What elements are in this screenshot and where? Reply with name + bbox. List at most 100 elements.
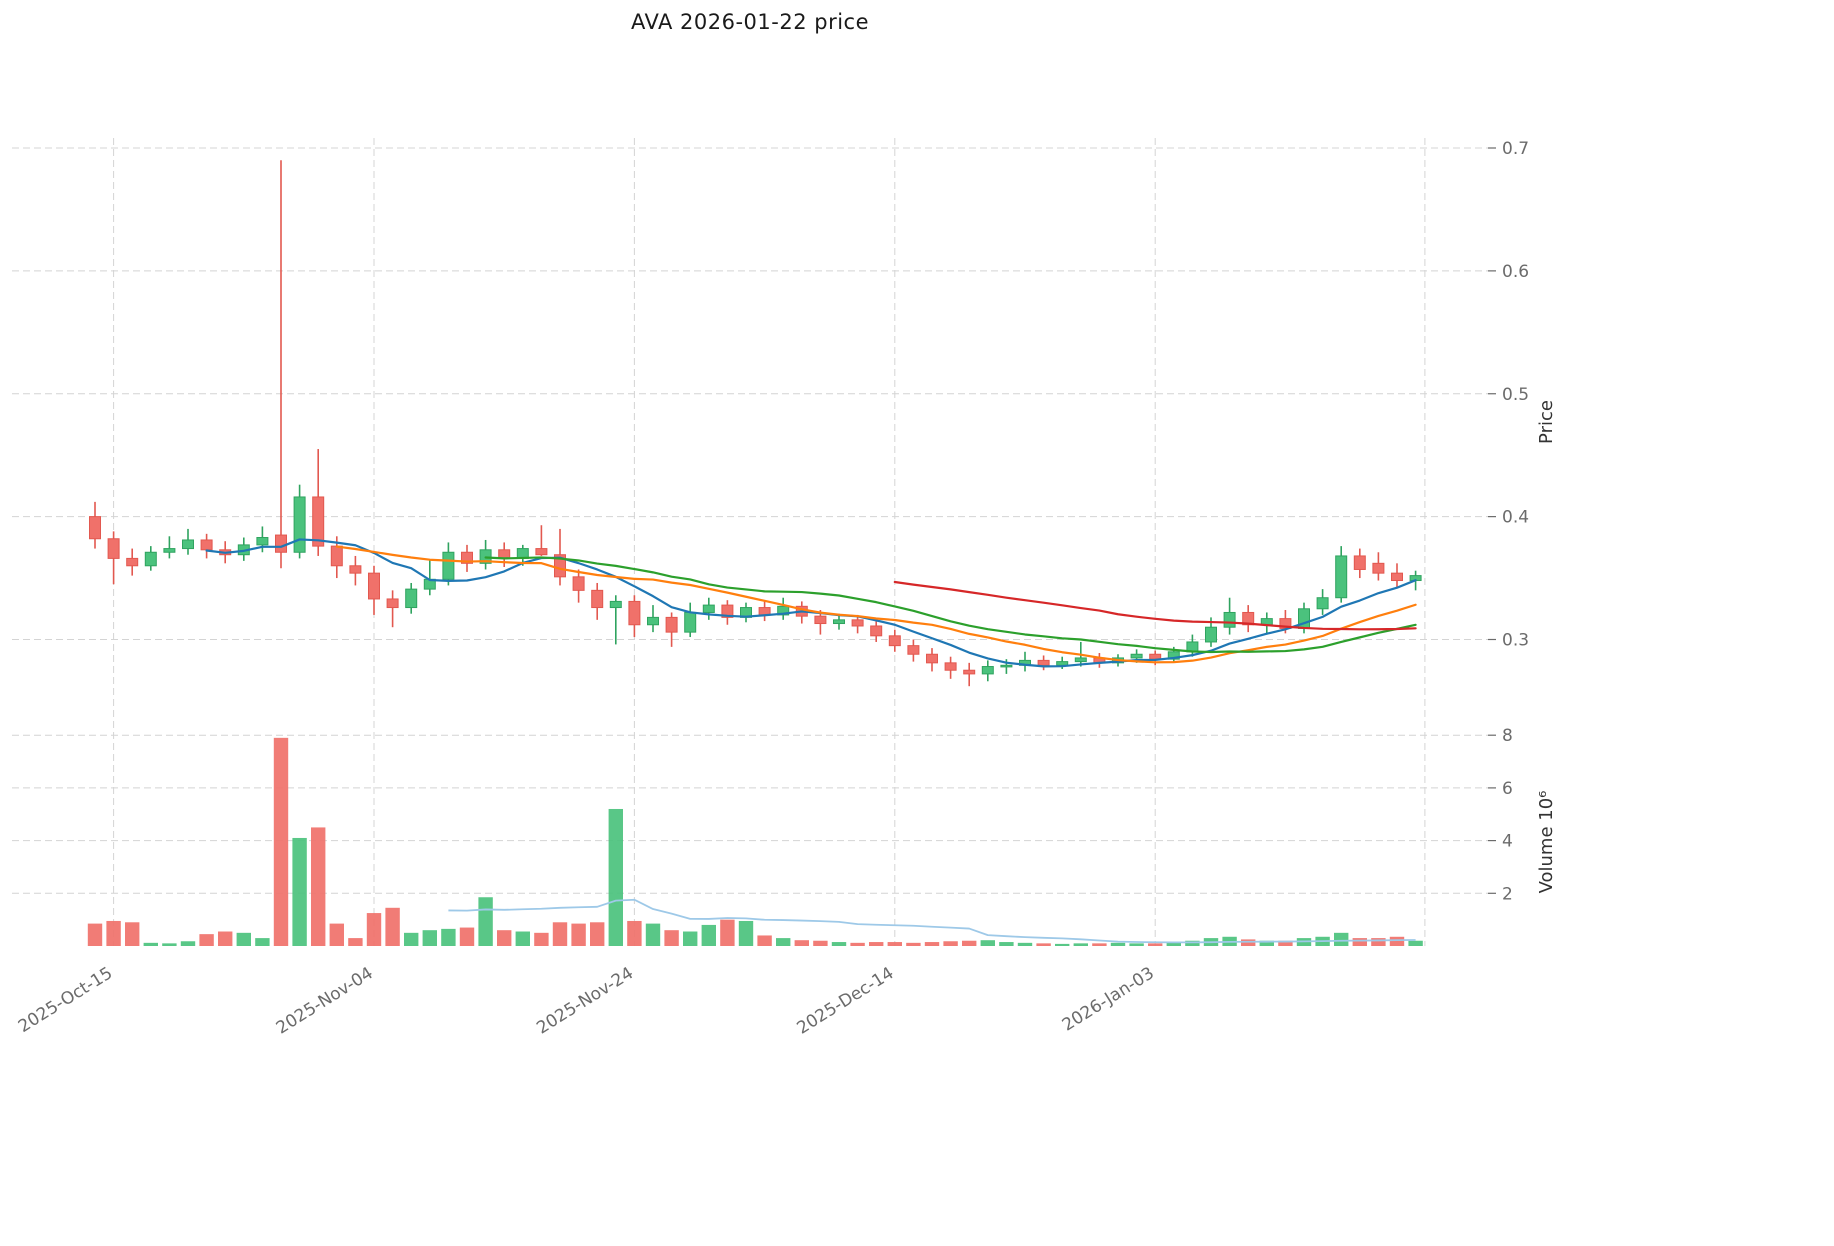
candle-body [107,538,120,559]
candle-body [684,611,697,633]
ma-line-22 [484,556,1417,654]
candle-body [1074,657,1087,663]
candle-body [368,572,380,600]
volume-bar [366,913,382,946]
volume-bar [962,940,977,946]
candle-body [461,551,473,564]
volume-bar [980,940,995,946]
candle-body [591,589,604,609]
candle-body [777,605,790,616]
volume-bar [255,938,270,946]
candle-body [1167,651,1180,660]
chart-title: AVA 2026-01-22 price [630,10,870,34]
candle-body [1242,611,1255,626]
candle-body [89,516,101,540]
candle-body [275,534,287,553]
candle-body [554,554,566,578]
candle-body [870,625,883,637]
candle-body [1372,562,1385,574]
candle-body [628,600,641,626]
volume-bar [608,808,623,946]
volume-bar [1073,943,1088,946]
volume-bar [1352,938,1367,946]
volume-tick-label: 6 [1502,779,1513,799]
candle-body [609,600,622,609]
volume-bar [422,930,437,946]
ma-line-14 [335,545,1417,664]
volume-bar [441,928,456,946]
volume-bar [385,907,400,946]
candle-body [182,539,194,550]
volume-bar [645,923,661,946]
volume-bar [664,930,679,946]
x-tick-label: 2025-Oct-15 [15,963,116,1037]
volume-bar [683,931,698,946]
candle-body [944,662,957,671]
volume-bar [813,940,828,946]
volume-bar [162,943,177,946]
volume-bar [348,938,363,946]
candle-body [498,549,511,559]
volume-bar [87,923,103,946]
candle-body [256,537,269,546]
volume-tick-label: 4 [1502,832,1513,852]
x-tick-label: 2025-Nov-24 [533,963,637,1038]
volume-bar [720,919,735,946]
volume-bar [1185,940,1200,946]
candle-body [1130,653,1143,659]
volume-bar [1408,940,1423,946]
price-tick-label: 0.6 [1502,262,1529,282]
volume-bar [515,931,530,946]
volume-bar [1334,932,1349,946]
volume-bar [850,942,865,946]
volume-bar [180,941,196,946]
volume-bar [1278,940,1293,946]
volume-bar [1371,938,1386,946]
candle-body [758,607,771,616]
volume-tick-label: 8 [1502,726,1513,746]
candle-body [888,635,901,647]
volume-bar [1110,942,1126,946]
volume-axis-label: Volume 10⁶ [1536,791,1557,894]
volume-bar [701,924,716,946]
volume-bar [869,942,884,946]
volume-bar [1148,943,1163,946]
candle-body [814,615,827,625]
candle-body [144,551,157,567]
candle-body [702,604,715,613]
volume-bar [776,938,791,946]
volume-bar [757,935,772,946]
price-tick-label: 0.3 [1502,631,1529,651]
x-tick-label: 2026-Jan-03 [1059,963,1158,1035]
volume-bar [1017,942,1033,946]
volume-bar [497,930,512,946]
candle-body [851,619,864,627]
candle-body [721,604,734,618]
candle-body [981,666,994,675]
candle-body [126,557,139,567]
candle-body [1205,626,1217,643]
volume-tick-label: 2 [1502,884,1513,904]
price-axis-label: Price [1536,400,1557,444]
volume-bar [273,737,289,946]
volume-bar [236,932,251,946]
x-tick-label: 2025-Nov-04 [273,963,377,1038]
volume-bar [738,920,754,946]
candle-body [572,576,585,591]
volume-bar [1259,940,1274,946]
candle-body [293,496,306,553]
volume-bar [311,827,326,946]
candle-body [907,645,920,655]
volume-bar [478,897,493,946]
candle-body [963,669,976,675]
candle-body [200,539,213,551]
candle-body [1335,555,1348,599]
volume-bar [906,942,921,946]
candle-body [665,616,678,633]
volume-bar [1036,943,1051,946]
candle-body [833,619,845,625]
volume-bar [552,922,568,946]
candle-body [163,548,176,553]
volume-bar [199,934,214,946]
